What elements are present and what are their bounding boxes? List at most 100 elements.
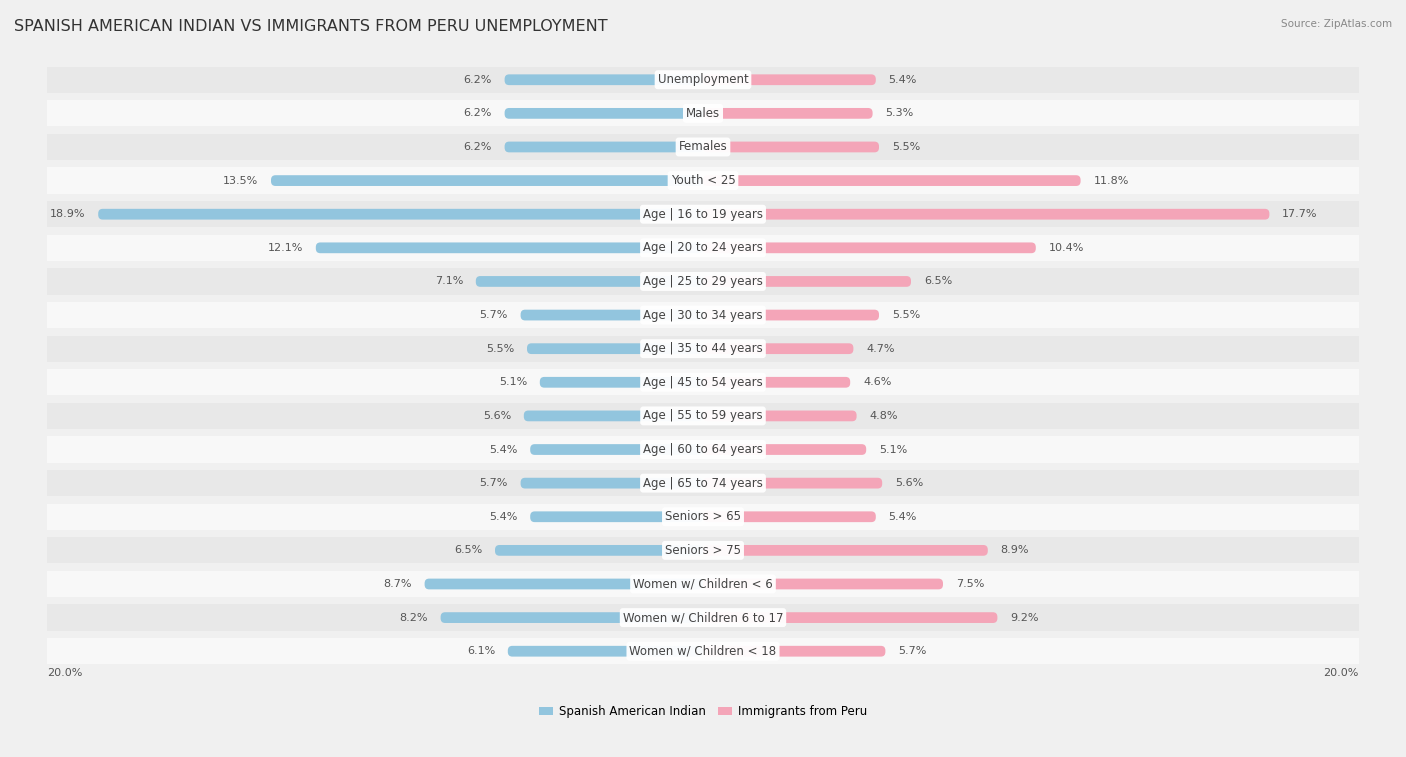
Text: Age | 30 to 34 years: Age | 30 to 34 years xyxy=(643,309,763,322)
Text: 7.1%: 7.1% xyxy=(434,276,463,286)
FancyBboxPatch shape xyxy=(46,134,1360,160)
Text: 5.4%: 5.4% xyxy=(489,512,517,522)
Text: Males: Males xyxy=(686,107,720,120)
Text: Age | 16 to 19 years: Age | 16 to 19 years xyxy=(643,207,763,221)
FancyBboxPatch shape xyxy=(46,335,1360,362)
FancyBboxPatch shape xyxy=(46,201,1360,227)
Text: 5.5%: 5.5% xyxy=(891,310,920,320)
FancyBboxPatch shape xyxy=(46,235,1360,261)
FancyBboxPatch shape xyxy=(703,410,856,422)
Text: Seniors > 65: Seniors > 65 xyxy=(665,510,741,523)
Text: 5.6%: 5.6% xyxy=(482,411,510,421)
Text: 5.5%: 5.5% xyxy=(891,142,920,152)
Text: 6.5%: 6.5% xyxy=(924,276,952,286)
FancyBboxPatch shape xyxy=(505,108,703,119)
Text: 10.4%: 10.4% xyxy=(1049,243,1084,253)
FancyBboxPatch shape xyxy=(505,142,703,152)
FancyBboxPatch shape xyxy=(703,242,1036,253)
FancyBboxPatch shape xyxy=(425,578,703,590)
Text: SPANISH AMERICAN INDIAN VS IMMIGRANTS FROM PERU UNEMPLOYMENT: SPANISH AMERICAN INDIAN VS IMMIGRANTS FR… xyxy=(14,19,607,34)
FancyBboxPatch shape xyxy=(703,142,879,152)
Text: Seniors > 75: Seniors > 75 xyxy=(665,544,741,557)
Text: 5.5%: 5.5% xyxy=(486,344,515,354)
Text: 5.4%: 5.4% xyxy=(889,75,917,85)
FancyBboxPatch shape xyxy=(530,512,703,522)
Text: 8.9%: 8.9% xyxy=(1001,545,1029,556)
FancyBboxPatch shape xyxy=(98,209,703,220)
Text: 5.4%: 5.4% xyxy=(489,444,517,454)
FancyBboxPatch shape xyxy=(46,403,1360,429)
Text: 7.5%: 7.5% xyxy=(956,579,984,589)
Text: Females: Females xyxy=(679,141,727,154)
FancyBboxPatch shape xyxy=(530,444,703,455)
Text: Age | 65 to 74 years: Age | 65 to 74 years xyxy=(643,477,763,490)
Text: 5.3%: 5.3% xyxy=(886,108,914,118)
FancyBboxPatch shape xyxy=(46,437,1360,463)
Text: 5.7%: 5.7% xyxy=(479,310,508,320)
FancyBboxPatch shape xyxy=(703,545,988,556)
Text: Youth < 25: Youth < 25 xyxy=(671,174,735,187)
Text: 17.7%: 17.7% xyxy=(1282,209,1317,220)
FancyBboxPatch shape xyxy=(703,646,886,656)
Text: 6.2%: 6.2% xyxy=(464,75,492,85)
FancyBboxPatch shape xyxy=(703,209,1270,220)
Text: 6.5%: 6.5% xyxy=(454,545,482,556)
FancyBboxPatch shape xyxy=(316,242,703,253)
Text: Age | 45 to 54 years: Age | 45 to 54 years xyxy=(643,375,763,389)
Text: 20.0%: 20.0% xyxy=(1323,668,1360,678)
FancyBboxPatch shape xyxy=(46,503,1360,530)
FancyBboxPatch shape xyxy=(703,343,853,354)
Text: 5.1%: 5.1% xyxy=(879,444,907,454)
Text: Women w/ Children 6 to 17: Women w/ Children 6 to 17 xyxy=(623,611,783,624)
FancyBboxPatch shape xyxy=(527,343,703,354)
Text: 13.5%: 13.5% xyxy=(224,176,259,185)
FancyBboxPatch shape xyxy=(46,268,1360,294)
Text: 5.1%: 5.1% xyxy=(499,377,527,388)
Text: Age | 25 to 29 years: Age | 25 to 29 years xyxy=(643,275,763,288)
FancyBboxPatch shape xyxy=(46,537,1360,563)
Text: 5.6%: 5.6% xyxy=(896,478,924,488)
FancyBboxPatch shape xyxy=(703,310,879,320)
FancyBboxPatch shape xyxy=(46,369,1360,395)
Text: Women w/ Children < 6: Women w/ Children < 6 xyxy=(633,578,773,590)
Text: 8.2%: 8.2% xyxy=(399,612,427,622)
FancyBboxPatch shape xyxy=(703,175,1081,186)
Text: Unemployment: Unemployment xyxy=(658,73,748,86)
FancyBboxPatch shape xyxy=(271,175,703,186)
FancyBboxPatch shape xyxy=(703,612,997,623)
Text: 18.9%: 18.9% xyxy=(49,209,86,220)
FancyBboxPatch shape xyxy=(540,377,703,388)
Text: 6.2%: 6.2% xyxy=(464,108,492,118)
FancyBboxPatch shape xyxy=(703,276,911,287)
Text: 20.0%: 20.0% xyxy=(46,668,83,678)
FancyBboxPatch shape xyxy=(703,108,873,119)
Text: Age | 60 to 64 years: Age | 60 to 64 years xyxy=(643,443,763,456)
FancyBboxPatch shape xyxy=(46,470,1360,497)
Text: 9.2%: 9.2% xyxy=(1010,612,1039,622)
FancyBboxPatch shape xyxy=(46,100,1360,126)
FancyBboxPatch shape xyxy=(703,377,851,388)
FancyBboxPatch shape xyxy=(440,612,703,623)
FancyBboxPatch shape xyxy=(475,276,703,287)
FancyBboxPatch shape xyxy=(46,167,1360,194)
Text: Women w/ Children < 18: Women w/ Children < 18 xyxy=(630,645,776,658)
Text: 12.1%: 12.1% xyxy=(267,243,304,253)
FancyBboxPatch shape xyxy=(703,578,943,590)
FancyBboxPatch shape xyxy=(703,512,876,522)
Text: 6.2%: 6.2% xyxy=(464,142,492,152)
FancyBboxPatch shape xyxy=(46,302,1360,329)
FancyBboxPatch shape xyxy=(46,67,1360,93)
FancyBboxPatch shape xyxy=(524,410,703,422)
Text: Age | 55 to 59 years: Age | 55 to 59 years xyxy=(643,410,763,422)
FancyBboxPatch shape xyxy=(520,478,703,488)
FancyBboxPatch shape xyxy=(703,478,882,488)
FancyBboxPatch shape xyxy=(508,646,703,656)
FancyBboxPatch shape xyxy=(46,638,1360,665)
FancyBboxPatch shape xyxy=(505,74,703,85)
Text: 4.8%: 4.8% xyxy=(869,411,898,421)
Text: 8.7%: 8.7% xyxy=(384,579,412,589)
Text: 5.7%: 5.7% xyxy=(479,478,508,488)
Text: 5.4%: 5.4% xyxy=(889,512,917,522)
Text: 6.1%: 6.1% xyxy=(467,646,495,656)
FancyBboxPatch shape xyxy=(703,74,876,85)
